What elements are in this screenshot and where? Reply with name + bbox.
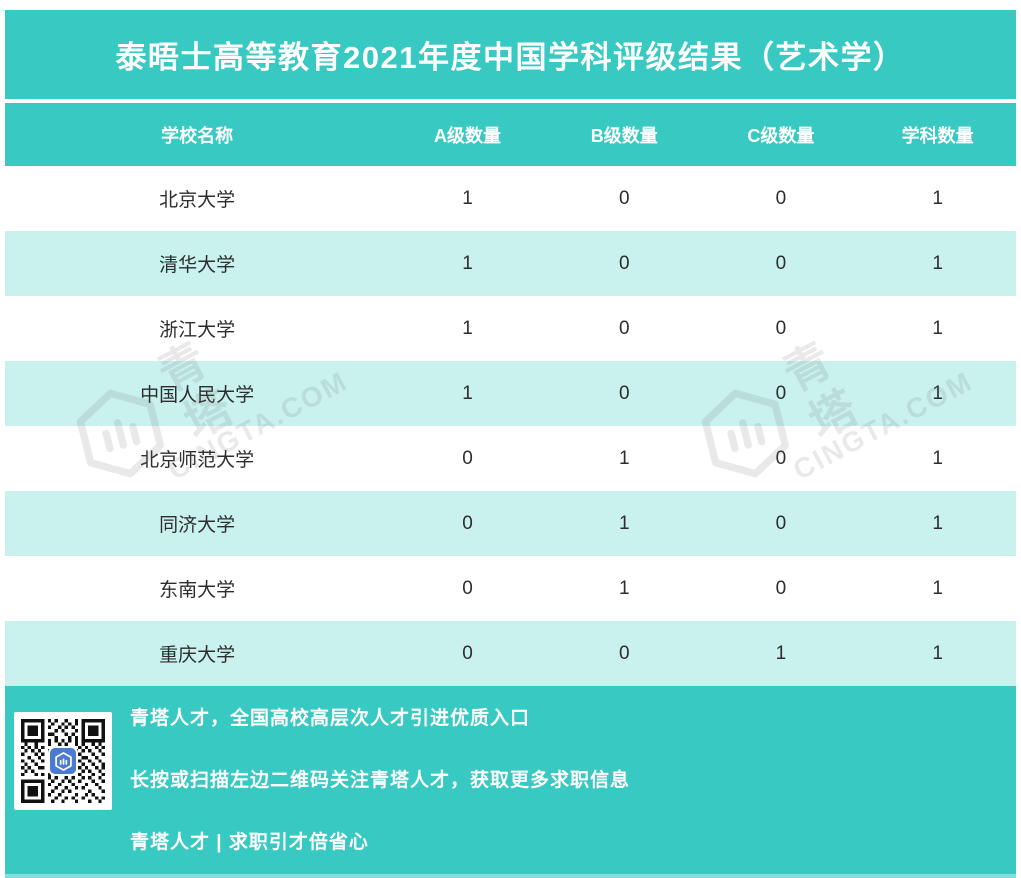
footer-line-2: 长按或扫描左边二维码关注青塔人才，获取更多求职信息	[130, 770, 631, 791]
footer-banner: 青塔人才，全国高校高层次人才引进优质入口 长按或扫描左边二维码关注青塔人才，获取…	[5, 686, 1016, 878]
cell-a-count: 1	[462, 187, 473, 209]
cell-subject-count: 1	[932, 642, 943, 664]
table-row: 北京师范大学 0 1 0 1	[5, 426, 1016, 491]
column-header-c-count: C级数量	[747, 125, 815, 146]
table-row: 中国人民大学 1 0 0 1	[5, 361, 1016, 426]
column-header-school: 学校名称	[161, 125, 234, 146]
cell-school: 浙江大学	[159, 320, 236, 341]
table-header-row: 学校名称 A级数量 B级数量 C级数量 学科数量	[5, 103, 1016, 166]
cell-c-count: 0	[775, 187, 787, 209]
cell-c-count: 1	[775, 642, 787, 664]
cell-subject-count: 1	[932, 382, 943, 404]
footer-line-1: 青塔人才，全国高校高层次人才引进优质入口	[130, 708, 531, 729]
column-header-b-count: B级数量	[590, 125, 658, 146]
cell-subject-count: 1	[932, 512, 943, 534]
cell-school: 清华大学	[159, 255, 236, 276]
cell-subject-count: 1	[932, 252, 943, 274]
column-header-a-count: A级数量	[434, 125, 502, 146]
cell-a-count: 0	[462, 577, 473, 599]
cingta-hexagon-logo-icon	[54, 751, 72, 771]
table-row: 东南大学 0 1 0 1	[5, 556, 1016, 621]
cell-a-count: 0	[462, 512, 473, 534]
cell-b-count: 0	[618, 382, 630, 404]
cell-a-count: 0	[462, 642, 473, 664]
qr-center-logo	[50, 748, 76, 774]
table-row: 清华大学 1 0 0 1	[5, 231, 1016, 296]
cell-subject-count: 1	[932, 577, 943, 599]
cell-school: 同济大学	[159, 515, 236, 536]
cell-b-count: 1	[618, 447, 630, 469]
cell-c-count: 0	[775, 317, 787, 339]
cell-subject-count: 1	[932, 187, 943, 209]
cell-school: 重庆大学	[159, 645, 236, 666]
cell-b-count: 1	[618, 577, 630, 599]
page-title: 泰晤士高等教育2021年度中国学科评级结果（艺术学）	[115, 40, 906, 75]
cell-c-count: 0	[775, 447, 787, 469]
column-header-subject-count: 学科数量	[901, 125, 974, 146]
cell-c-count: 0	[775, 252, 787, 274]
title-bar: 泰晤士高等教育2021年度中国学科评级结果（艺术学）	[5, 10, 1016, 99]
cell-a-count: 0	[462, 447, 473, 469]
cell-b-count: 0	[618, 317, 630, 339]
cell-a-count: 1	[462, 252, 473, 274]
cell-school: 东南大学	[159, 580, 236, 601]
table-row: 同济大学 0 1 0 1	[5, 491, 1016, 556]
cell-b-count: 1	[618, 512, 630, 534]
cell-school: 北京大学	[159, 190, 236, 211]
cell-c-count: 0	[775, 382, 787, 404]
cell-subject-count: 1	[932, 317, 943, 339]
cell-b-count: 0	[618, 187, 630, 209]
table-row: 重庆大学 0 0 1 1	[5, 621, 1016, 686]
cell-c-count: 0	[775, 512, 787, 534]
table-row: 北京大学 1 0 0 1	[5, 166, 1016, 231]
cell-a-count: 1	[462, 382, 473, 404]
table-row: 浙江大学 1 0 0 1	[5, 296, 1016, 361]
cell-subject-count: 1	[932, 447, 943, 469]
ratings-table: 学校名称 A级数量 B级数量 C级数量 学科数量 北京大学 1 0 0 1 清华…	[5, 103, 1016, 686]
footer-bottom-edge	[5, 874, 1016, 878]
cell-b-count: 0	[618, 252, 630, 274]
footer-line-3: 青塔人才 | 求职引才倍省心	[130, 832, 369, 853]
cell-b-count: 0	[618, 642, 630, 664]
qr-code	[14, 712, 112, 810]
qr-pattern-icon	[21, 719, 105, 803]
cell-school: 北京师范大学	[140, 450, 255, 471]
cell-a-count: 1	[462, 317, 473, 339]
cell-school: 中国人民大学	[140, 385, 255, 406]
cell-c-count: 0	[775, 577, 787, 599]
